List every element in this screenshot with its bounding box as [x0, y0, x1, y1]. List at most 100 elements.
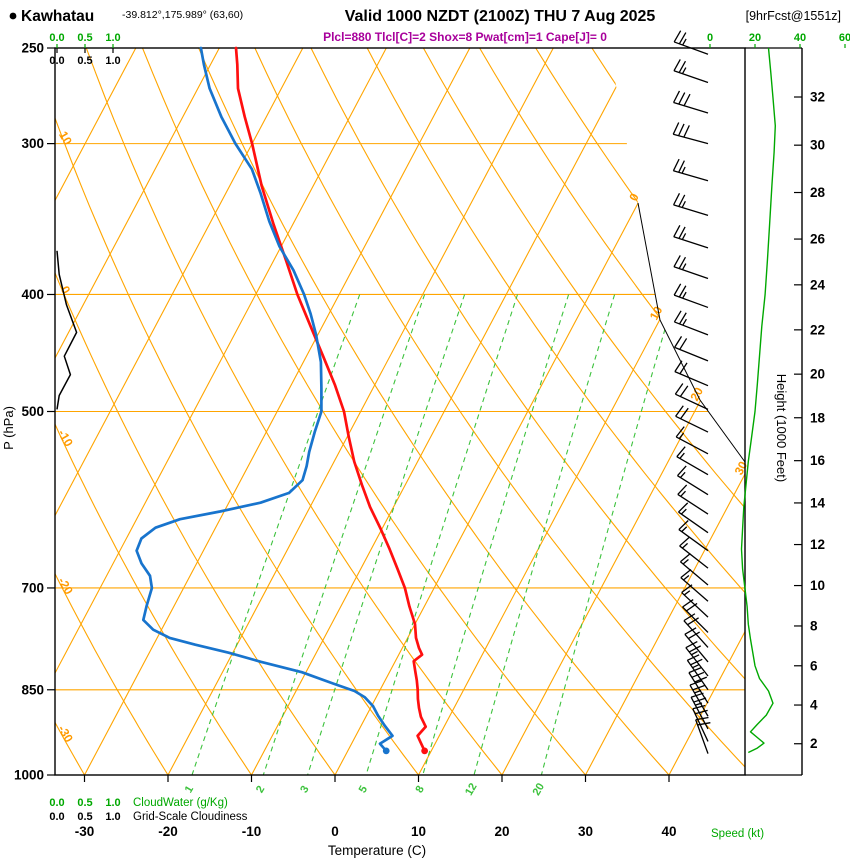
height-tick-label: 16 — [810, 453, 826, 468]
wind-barb — [674, 360, 709, 387]
temperature-axis-title: Temperature (C) — [328, 843, 426, 858]
cloudwater-tick-label: 1.0 — [105, 32, 120, 44]
wind-barb — [674, 383, 709, 410]
height-tick-label: 22 — [810, 322, 825, 337]
mixing-ratio-label: 12 — [463, 781, 480, 798]
cloudwater-scale-title: CloudWater (g/Kg) — [133, 797, 228, 809]
wind-barb — [695, 716, 711, 754]
pressure-tick-label: 500 — [21, 404, 44, 419]
wind-barb — [676, 465, 709, 496]
temp-tick-label: -30 — [75, 824, 95, 839]
mixing-ratio-label: 1 — [183, 784, 196, 795]
cloudwater-tick-label: 0.0 — [49, 797, 64, 809]
cloudiness-tick-label: 0.5 — [77, 811, 92, 823]
isotherm-label: 30 — [732, 459, 751, 478]
pressure-tick-label: 300 — [21, 136, 44, 151]
height-tick-label: 20 — [810, 367, 825, 382]
mixing-ratio-label: 5 — [357, 784, 370, 795]
pressure-tick-label: 700 — [21, 580, 44, 595]
height-tick-label: 6 — [810, 658, 818, 673]
cloudiness-tick-label: 0.5 — [77, 55, 92, 67]
cloudiness-curve — [56, 250, 78, 410]
temp-tick-label: -20 — [158, 824, 178, 839]
height-axis-title: Height (1000 Feet) — [774, 374, 789, 482]
wind-speed-curve — [740, 47, 776, 754]
cloudwater-tick-label: 0.5 — [77, 797, 92, 809]
cloudiness-tick-label: 0.0 — [49, 811, 64, 823]
adiabat-label: -30 — [55, 723, 76, 745]
wind-barb — [672, 122, 709, 145]
height-tick-label: 26 — [810, 232, 826, 247]
wind-barb — [677, 484, 709, 515]
wind-barbs-column — [672, 30, 711, 754]
wind-barb — [672, 90, 709, 114]
mixing-ratio-label: 3 — [298, 784, 311, 795]
height-tick-label: 32 — [810, 90, 825, 105]
forecast-info: [9hrFcst@1551z] — [746, 9, 841, 23]
wind-barb — [680, 568, 709, 602]
wind-barb — [673, 283, 709, 309]
dewpoint-curve — [135, 46, 394, 753]
wind-barb — [676, 446, 709, 476]
wind-barb — [680, 552, 709, 586]
wind-barb — [679, 536, 709, 569]
height-tick-label: 14 — [810, 495, 826, 510]
wind-barb — [673, 310, 709, 336]
cloudiness-tick-label: 0.0 — [49, 55, 64, 67]
adiabat-label: -20 — [55, 575, 76, 597]
cloudwater-tick-label: 0.5 — [77, 32, 92, 44]
temp-tick-label: 40 — [661, 824, 676, 839]
wind-barb — [672, 192, 709, 217]
dewpoint-surface-dot — [382, 747, 390, 755]
wind-barb — [672, 158, 709, 182]
temp-tick-label: -10 — [242, 824, 262, 839]
wind-barb — [674, 336, 709, 362]
isotherm-label: 10 — [647, 304, 666, 323]
temperature-curve — [234, 46, 428, 753]
pressure-tick-label: 1000 — [14, 768, 44, 783]
temp-tick-label: 0 — [331, 824, 339, 839]
speed-tick-label: 60 — [839, 32, 850, 44]
height-tick-label: 8 — [810, 618, 818, 633]
wind-barb — [690, 692, 709, 730]
isotherm-label: 0 — [626, 191, 642, 204]
wind-barb — [673, 255, 709, 280]
wind-barb — [675, 405, 709, 433]
height-tick-label: 10 — [810, 578, 825, 593]
wind-barb — [673, 59, 709, 84]
pressure-tick-label: 850 — [21, 682, 44, 697]
sounding-indices: Plcl=880 Tlcl[C]=2 Shox=8 Pwat[cm]=1 Cap… — [323, 30, 607, 44]
station-bullet-icon — [9, 12, 17, 20]
cloudiness-tick-label: 1.0 — [105, 811, 120, 823]
wind-barb — [675, 426, 709, 455]
mixing-ratio-label: 2 — [254, 784, 267, 795]
temperature-surface-dot — [421, 747, 429, 755]
height-tick-label: 28 — [810, 185, 826, 200]
valid-time: Valid 1000 NZDT (2100Z) THU 7 Aug 2025 — [345, 8, 656, 25]
height-tick-label: 2 — [810, 736, 818, 751]
wind-barb — [683, 613, 709, 648]
speed-tick-label: 20 — [749, 32, 761, 44]
height-tick-label: 4 — [810, 698, 818, 713]
speed-tick-label: 0 — [707, 32, 713, 44]
mixing-ratio-label: 20 — [531, 781, 548, 798]
temp-tick-label: 10 — [411, 824, 426, 839]
pressure-tick-label: 400 — [21, 287, 44, 302]
cloudwater-tick-label: 0.0 — [49, 32, 64, 44]
height-tick-label: 30 — [810, 138, 825, 153]
wind-barb — [678, 520, 709, 552]
pressure-axis-title: P (hPa) — [1, 406, 16, 450]
temp-tick-label: 20 — [494, 824, 509, 839]
grid-boundary-line — [637, 202, 746, 463]
wind-barb — [673, 30, 709, 55]
skewt-grid — [55, 48, 745, 775]
mixing-ratio-label: 8 — [413, 784, 426, 795]
speed-tick-label: 40 — [794, 32, 806, 44]
cloudwater-tick-label: 1.0 — [105, 797, 120, 809]
temp-tick-label: 30 — [578, 824, 593, 839]
pressure-tick-label: 250 — [21, 41, 44, 56]
wind-barb — [673, 224, 709, 249]
